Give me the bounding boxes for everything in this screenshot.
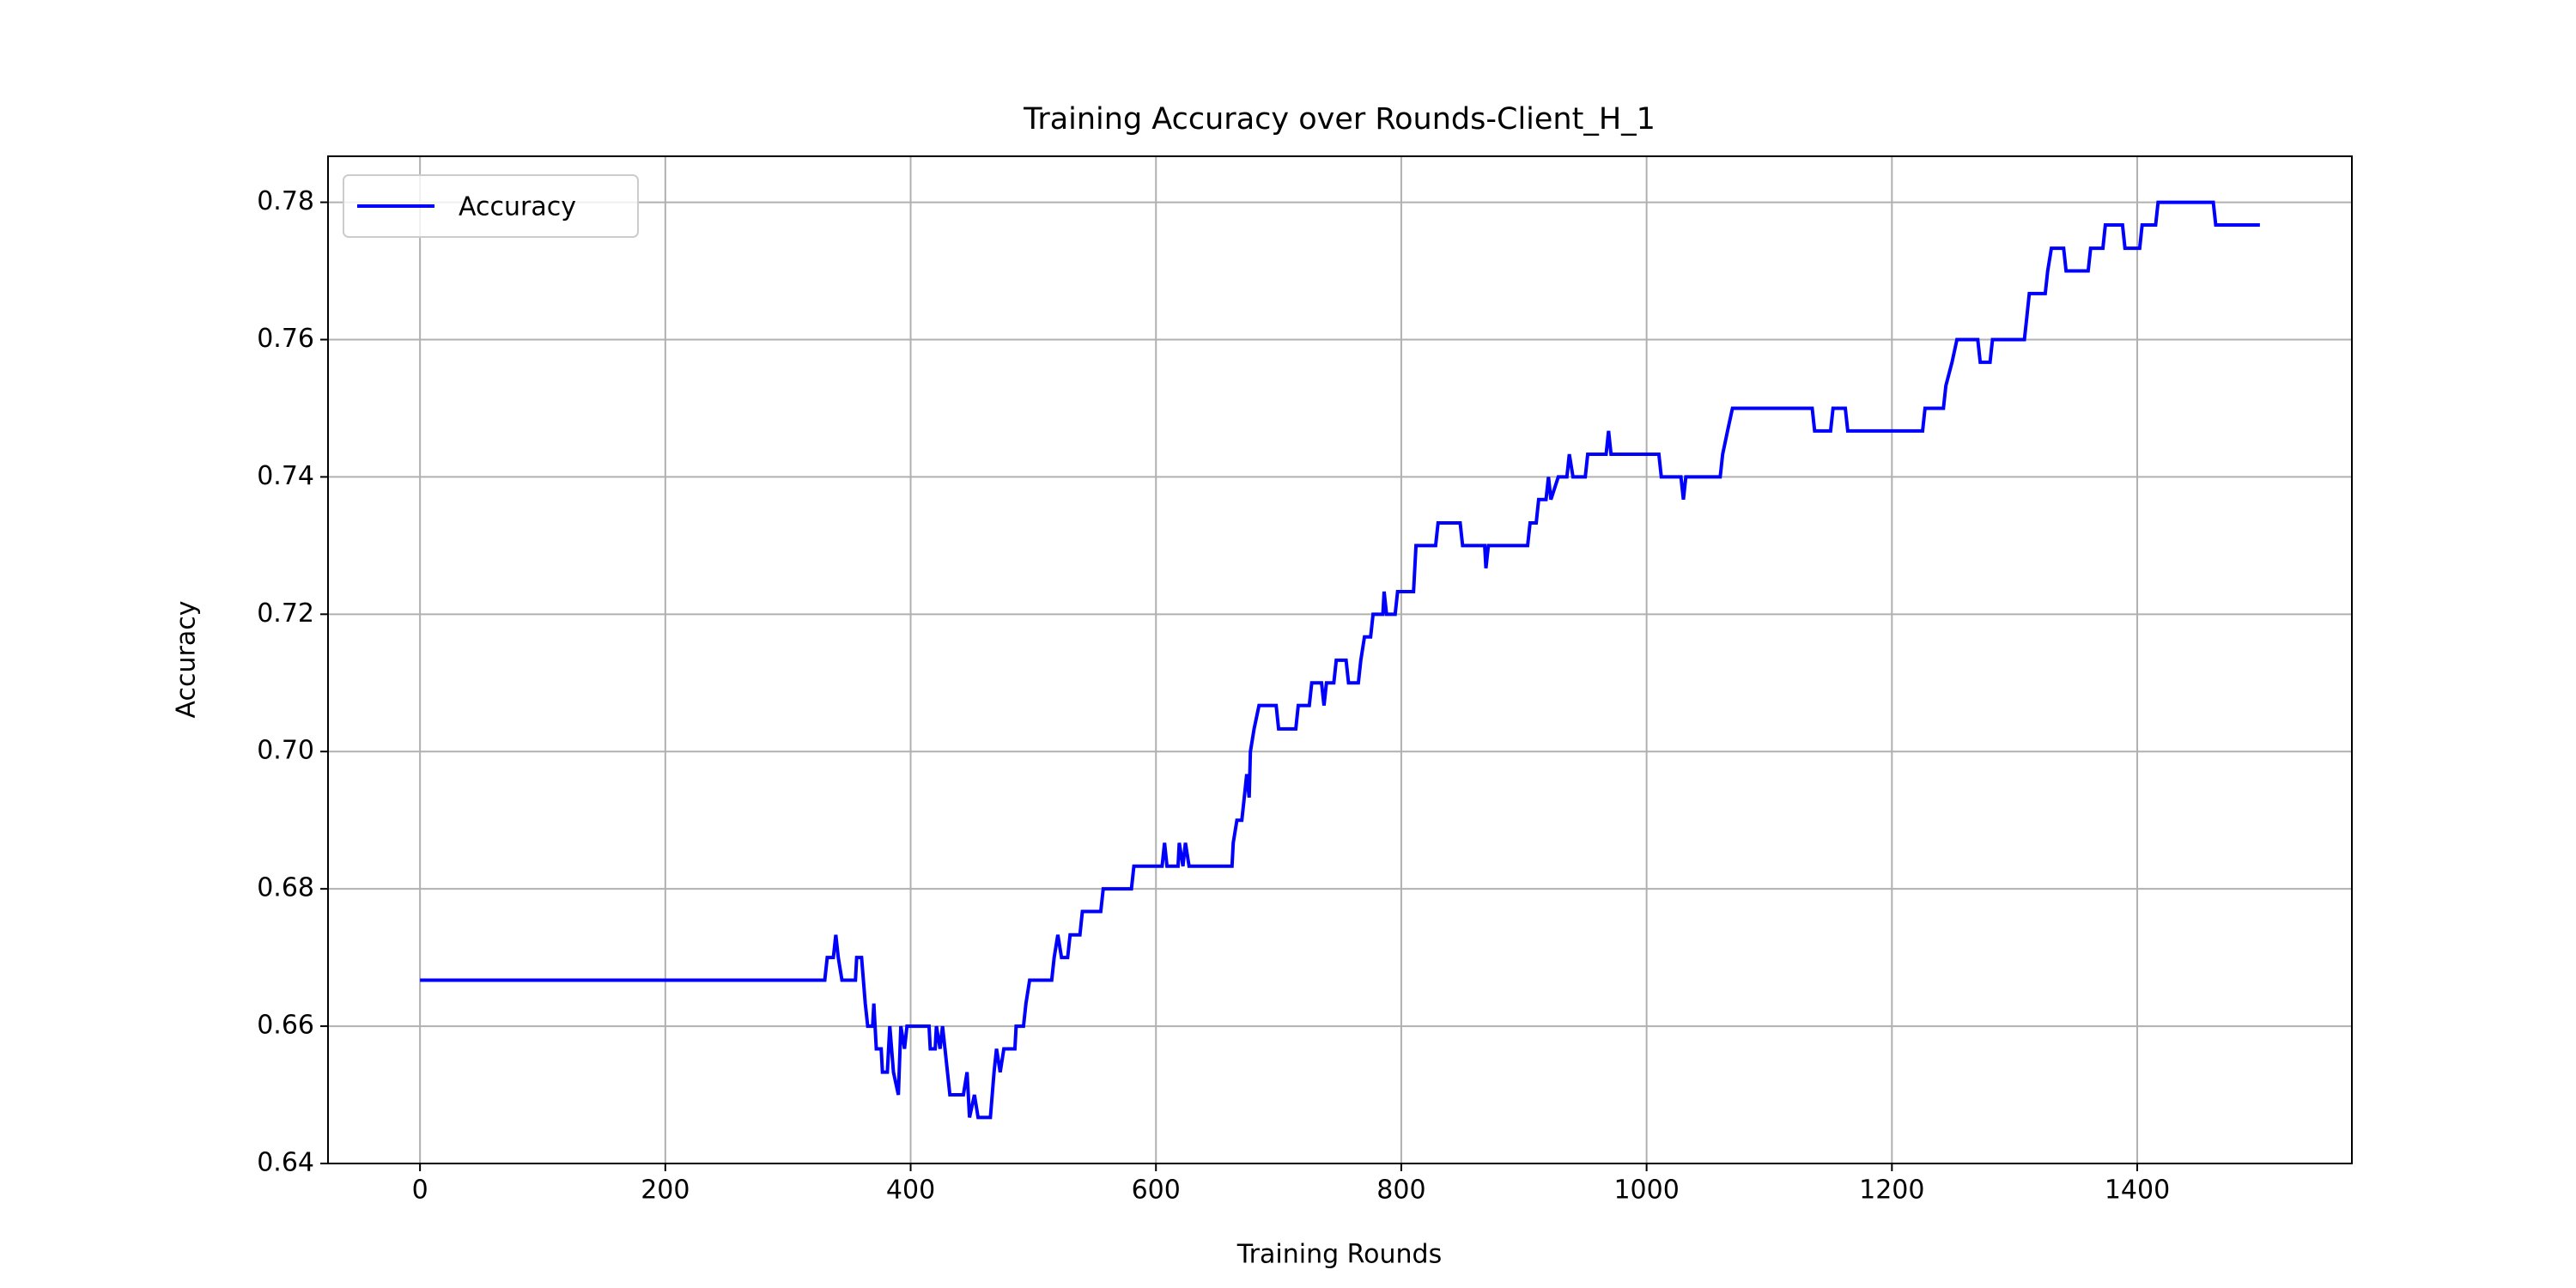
x-tick-label: 600: [1132, 1176, 1181, 1206]
y-tick-label: 0.66: [257, 1011, 314, 1041]
x-tick-label: 1000: [1613, 1176, 1679, 1206]
plot-frame: [327, 155, 2353, 1164]
x-tick-label: 200: [641, 1176, 690, 1206]
x-tick-label: 400: [886, 1176, 935, 1206]
y-tick-label: 0.78: [257, 186, 314, 216]
legend-box: [343, 174, 639, 238]
x-tick-label: 0: [412, 1176, 428, 1206]
data-line: [420, 200, 2260, 1120]
x-tick-label: 1200: [1859, 1176, 1924, 1206]
x-tick-label: 1400: [2105, 1176, 2170, 1206]
y-tick-label: 0.68: [257, 873, 314, 903]
y-tick-label: 0.64: [257, 1148, 314, 1178]
y-tick-label: 0.76: [257, 324, 314, 354]
y-tick-label: 0.70: [257, 736, 314, 766]
legend-label: Accuracy: [459, 192, 576, 222]
x-axis-label: Training Rounds: [1236, 1240, 1442, 1270]
y-tick-label: 0.72: [257, 598, 314, 629]
x-tick-label: 800: [1376, 1176, 1425, 1206]
chart-title: Training Accuracy over Rounds-Client_H_1: [1023, 102, 1656, 137]
y-axis-label: Accuracy: [172, 601, 202, 719]
y-tick-label: 0.74: [257, 461, 314, 491]
